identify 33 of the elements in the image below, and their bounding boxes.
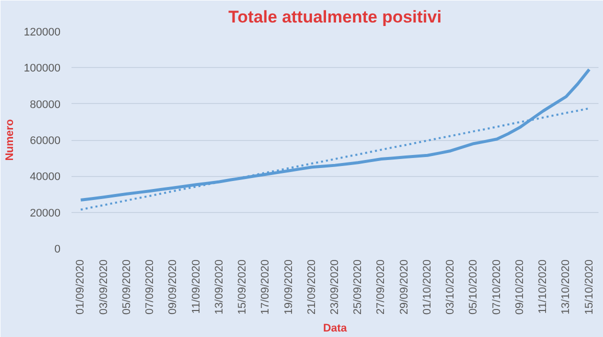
- x-tick-label: 25/09/2020: [352, 259, 364, 315]
- x-tick-label: 27/09/2020: [375, 259, 388, 315]
- y-tick-label: 40000: [30, 171, 61, 184]
- x-tick-label: 03/10/2020: [444, 259, 457, 315]
- y-axis-title: Numero: [4, 118, 16, 161]
- x-tick-label: 01/10/2020: [421, 259, 434, 315]
- x-tick-label: 11/10/2020: [537, 259, 550, 314]
- x-tick-label: 11/09/2020: [190, 259, 202, 314]
- x-tick-label: 17/09/2020: [260, 259, 272, 315]
- x-tick-label: 05/10/2020: [468, 259, 480, 315]
- x-tick-label: 01/09/2020: [74, 259, 87, 315]
- x-tick-label: 23/09/2020: [329, 259, 341, 315]
- y-tick-label: 100000: [24, 62, 61, 75]
- x-tick-label: 13/09/2020: [213, 259, 226, 315]
- y-tick-label: 120000: [24, 26, 61, 38]
- y-tick-label: 80000: [30, 98, 61, 111]
- x-tick-label: 15/10/2020: [583, 259, 596, 315]
- chart-title: Totale attualmente positivi: [228, 8, 442, 26]
- x-tick-label: 03/09/2020: [98, 259, 110, 315]
- x-tick-label: 19/09/2020: [282, 259, 295, 315]
- x-tick-label: 09/09/2020: [167, 259, 180, 315]
- x-tick-label: 13/10/2020: [560, 259, 572, 315]
- y-tick-label: 0: [54, 244, 61, 256]
- x-tick-label: 05/09/2020: [120, 259, 133, 315]
- y-tick-label: 20000: [30, 207, 61, 220]
- x-tick-label: 09/10/2020: [514, 259, 526, 315]
- x-tick-label: 21/09/2020: [306, 259, 318, 315]
- x-tick-label: 29/09/2020: [398, 259, 410, 315]
- x-tick-label: 07/10/2020: [490, 259, 503, 315]
- y-tick-label: 60000: [30, 135, 61, 147]
- x-tick-label: 07/09/2020: [144, 259, 156, 315]
- x-axis-title: Data: [323, 322, 348, 335]
- x-tick-label: 15/09/2020: [236, 259, 249, 315]
